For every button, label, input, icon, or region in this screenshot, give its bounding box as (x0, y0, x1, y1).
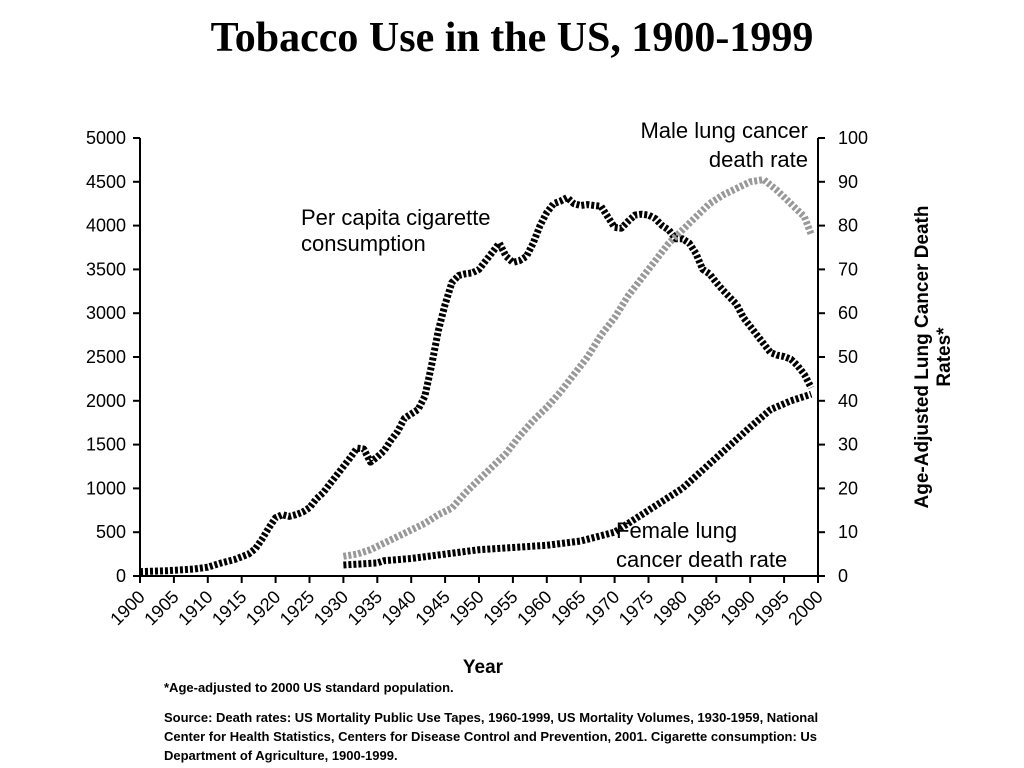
y-left-tick-label: 1000 (86, 478, 126, 498)
series-annotation-label: Per capita cigarette (301, 205, 491, 230)
y-right-tick-label: 80 (838, 216, 858, 236)
series-annotation-label: Female lung (616, 518, 737, 543)
y-right-tick-label: 90 (838, 172, 858, 192)
chart-series (139, 176, 815, 576)
y-right-tick-label: 40 (838, 391, 858, 411)
y-left-tick-label: 3500 (86, 259, 126, 279)
footnote: *Age-adjusted to 2000 US standard popula… (164, 680, 454, 695)
y-left-tick-label: 3000 (86, 303, 126, 323)
series-line-male-lung-cancer-death-rate (342, 176, 815, 560)
series-annotation-label: death rate (709, 147, 808, 172)
series-line-female-lung-cancer-death-rate (343, 390, 813, 569)
y-left-tick-label: 1500 (86, 435, 126, 455)
x-tick-label: 1920 (242, 587, 284, 629)
y-right-axis-title: Age-Adjusted Lung Cancer Death Rates* (912, 206, 955, 509)
x-tick-label: 1975 (615, 587, 657, 629)
y-right-tick-label: 0 (838, 566, 848, 586)
x-tick-label: 1945 (411, 587, 453, 629)
series-annotation-label: cancer death rate (616, 547, 787, 572)
x-tick-label: 1910 (174, 587, 216, 629)
y-left-tick-label: 0 (116, 566, 126, 586)
y-right-tick-label: 60 (838, 303, 858, 323)
y-left-tick-label: 5000 (86, 128, 126, 148)
y-left-tick-label: 4500 (86, 172, 126, 192)
y-right-tick-label: 20 (838, 478, 858, 498)
chart-title: Tobacco Use in the US, 1900-1999 (210, 15, 814, 61)
y-right-tick-label: 30 (838, 435, 858, 455)
x-tick-label: 1915 (208, 587, 250, 629)
x-tick-label: 1935 (344, 587, 386, 629)
x-tick-label: 1900 (106, 587, 148, 629)
y-right-axis-title-line: Age-Adjusted Lung Cancer Death (912, 206, 933, 509)
series-annotation-label: consumption (301, 231, 426, 256)
series-line-per-capita-cigarette-consumption (139, 194, 815, 576)
x-tick-label: 1965 (547, 587, 589, 629)
series-annotation-label: Male lung cancer (640, 118, 808, 143)
y-left-tick-label: 2500 (86, 347, 126, 367)
x-tick-label: 1980 (649, 587, 691, 629)
y-right-axis-title-line: Rates* (934, 327, 955, 387)
x-tick-label: 1985 (683, 587, 725, 629)
x-tick-label: 1995 (750, 587, 792, 629)
y-right-tick-label: 100 (838, 128, 868, 148)
x-tick-label: 1905 (140, 587, 182, 629)
y-left-tick-label: 500 (96, 522, 126, 542)
y-right-tick-label: 10 (838, 522, 858, 542)
x-axis-title: Year (463, 657, 504, 678)
x-tick-label: 1990 (717, 587, 759, 629)
x-tick-label: 1960 (513, 587, 555, 629)
x-tick-label: 1970 (581, 587, 623, 629)
chart-axes: 0500100015002000250030003500400045005000… (86, 128, 955, 678)
x-tick-label: 2000 (784, 587, 826, 629)
y-left-tick-label: 2000 (86, 391, 126, 411)
x-tick-label: 1940 (378, 587, 420, 629)
y-right-tick-label: 50 (838, 347, 858, 367)
x-tick-label: 1955 (479, 587, 521, 629)
source-note: Source: Death rates: US Mortality Public… (164, 710, 819, 763)
x-tick-label: 1925 (276, 587, 318, 629)
y-right-tick-label: 70 (838, 259, 858, 279)
x-tick-label: 1950 (445, 587, 487, 629)
x-tick-label: 1930 (310, 587, 352, 629)
y-left-tick-label: 4000 (86, 216, 126, 236)
